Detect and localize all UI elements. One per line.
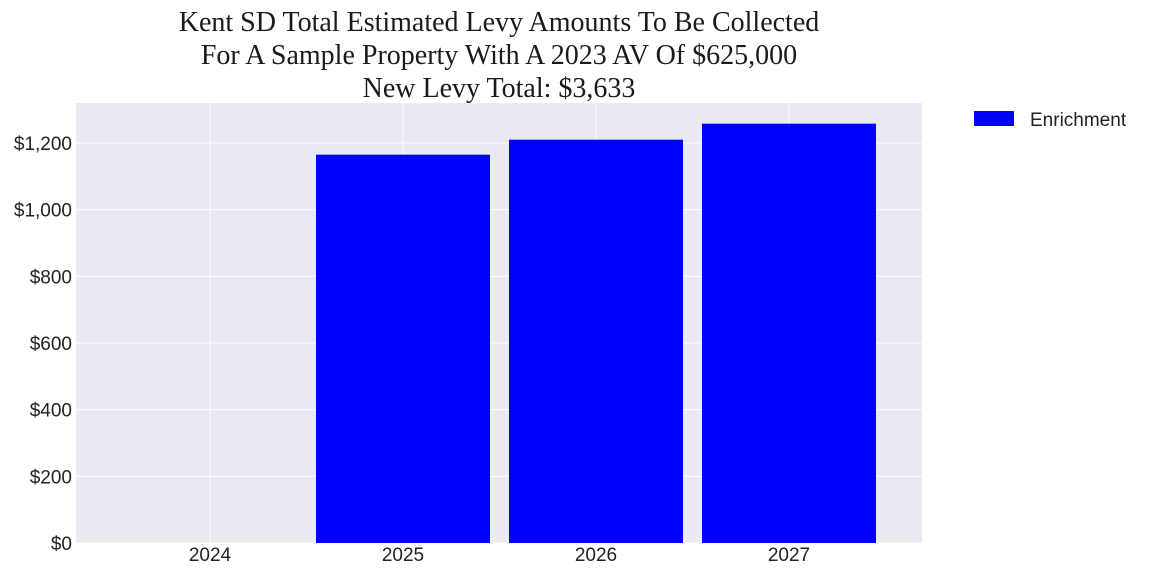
y-tick-label-6: $1,200 [14, 134, 72, 155]
chart-title-line-2: For A Sample Property With A 2023 AV Of … [201, 40, 797, 71]
legend-swatch-enrichment [974, 111, 1014, 126]
x-tick-label-2024: 2024 [189, 545, 232, 566]
bar-2027 [702, 123, 876, 544]
y-axis-ticks: $0 $200 $400 $600 $800 $1,000 $1,200 [14, 134, 72, 555]
chart-title-line-3: New Levy Total: $3,633 [363, 73, 636, 104]
y-tick-label-3: $600 [30, 334, 72, 355]
y-tick-label-4: $800 [30, 267, 72, 288]
bars [316, 123, 876, 544]
legend: Enrichment [974, 110, 1127, 131]
chart-title: Kent SD Total Estimated Levy Amounts To … [179, 7, 820, 104]
x-tick-label-2027: 2027 [768, 545, 810, 566]
y-tick-label-1: $200 [30, 467, 72, 488]
y-tick-label-5: $1,000 [14, 201, 72, 222]
bar-2025 [316, 154, 490, 543]
legend-label-enrichment: Enrichment [1030, 110, 1127, 131]
chart-title-line-1: Kent SD Total Estimated Levy Amounts To … [179, 7, 820, 38]
y-tick-label-2: $400 [30, 401, 72, 422]
y-tick-label-0: $0 [51, 534, 72, 555]
bar-2026 [509, 139, 683, 543]
x-tick-label-2025: 2025 [382, 545, 424, 566]
x-tick-label-2026: 2026 [575, 545, 617, 566]
x-axis-ticks: 2024 2025 2026 2027 [189, 545, 810, 566]
